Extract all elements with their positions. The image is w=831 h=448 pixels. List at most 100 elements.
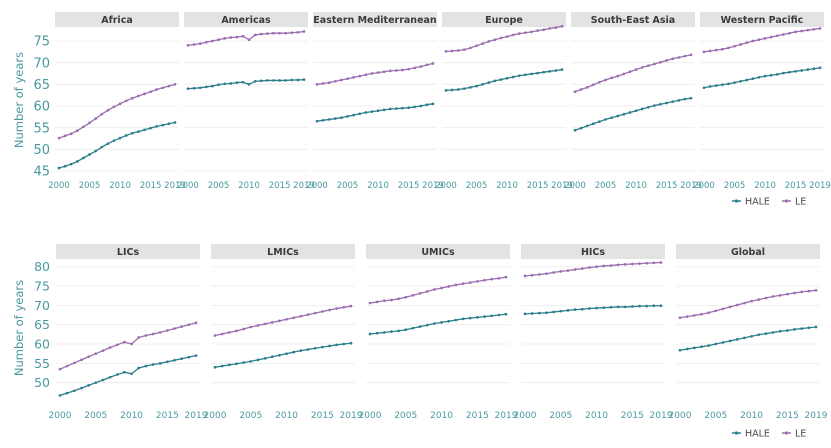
data-point-south-east-asia-le-2000: [573, 90, 577, 94]
x-tick-label-africa-2010: 2010: [109, 181, 131, 191]
data-point-americas-le-2019: [302, 30, 306, 33]
data-point-eastern-mediterranean-le-2008: [364, 73, 368, 77]
data-point-europe-hale-2010: [505, 76, 509, 80]
data-point-africa-le-2016: [155, 88, 159, 91]
data-point-americas-hale-2016: [284, 79, 288, 82]
data-point-lics-le-2001: [65, 364, 69, 368]
data-point-lmics-le-2001: [220, 332, 224, 336]
data-point-hics-hale-2019: [659, 304, 663, 308]
data-point-lics-le-2002: [72, 361, 76, 365]
data-point-umics-hale-2019: [504, 312, 508, 316]
data-point-umics-hale-2000: [368, 332, 372, 336]
data-point-africa-hale-2007: [100, 145, 104, 149]
data-point-europe-le-2012: [517, 32, 521, 35]
x-tick-label-americas-2000: 2000: [177, 181, 199, 191]
x-tick-label-western-pacific-2000: 2000: [693, 181, 715, 191]
data-point-eastern-mediterranean-le-2016: [413, 66, 417, 70]
series-line-lics-le: [59, 322, 197, 370]
x-tick-label-lmics-2005: 2005: [239, 411, 262, 421]
legend-le-label-top: LE: [795, 197, 806, 208]
x-tick-label-umics-2000: 2000: [359, 411, 382, 421]
data-point-lics-hale-2013: [151, 363, 155, 366]
data-point-europe-le-2006: [481, 42, 484, 45]
data-point-umics-le-2013: [461, 282, 465, 286]
x-tick-label-lics-2000: 2000: [49, 411, 72, 421]
data-point-western-pacific-le-2016: [800, 29, 804, 33]
data-point-lics-hale-2003: [80, 386, 83, 390]
data-point-south-east-asia-le-2011: [640, 66, 644, 69]
data-point-americas-hale-2017: [290, 78, 294, 82]
data-point-global-le-2009: [743, 301, 746, 305]
data-point-lics-hale-2000: [58, 394, 62, 397]
data-point-europe-hale-2017: [548, 69, 552, 73]
legend-hale-label-bottom: HALE: [745, 429, 770, 440]
data-point-south-east-asia-le-2013: [653, 62, 656, 66]
y-tick-label-row1-55: 55: [33, 121, 50, 136]
data-point-global-hale-2017: [800, 327, 804, 330]
data-point-lics-hale-2004: [87, 384, 90, 387]
data-point-americas-hale-2018: [296, 78, 300, 82]
data-point-eastern-mediterranean-le-2013: [395, 69, 398, 72]
gridlines-layer: [55, 40, 824, 384]
data-point-south-east-asia-le-2005: [604, 78, 607, 82]
data-point-americas-le-2016: [284, 31, 288, 35]
data-point-lmics-hale-2004: [242, 361, 245, 364]
data-point-americas-hale-2005: [217, 83, 220, 87]
data-point-americas-hale-2015: [278, 79, 281, 82]
data-point-lmics-le-2012: [299, 314, 303, 318]
data-point-global-hale-2000: [678, 348, 682, 352]
data-point-lmics-le-2002: [227, 331, 231, 334]
x-tick-label-lmics-2010: 2010: [275, 411, 298, 421]
panel-title-band-lmics: [211, 244, 355, 259]
data-point-africa-hale-2002: [69, 162, 73, 166]
data-point-europe-le-2002: [456, 49, 460, 52]
data-point-europe-le-2004: [469, 46, 472, 50]
data-point-africa-le-2019: [173, 82, 177, 86]
data-point-global-le-2015: [786, 292, 789, 296]
x-tick-label-global-2005: 2005: [704, 411, 727, 421]
legend-hale-label-top: HALE: [745, 197, 770, 208]
data-point-americas-hale-2002: [198, 86, 202, 90]
data-point-western-pacific-le-2005: [733, 44, 736, 48]
data-point-hics-hale-2003: [545, 311, 548, 315]
data-point-western-pacific-le-2004: [727, 46, 730, 50]
y-tick-label-row2-50: 50: [34, 375, 50, 390]
data-point-americas-hale-2006: [223, 82, 226, 86]
data-point-lmics-hale-2007: [263, 356, 267, 360]
y-tick-label-row2-80: 80: [34, 259, 50, 274]
data-point-lmics-hale-2016: [328, 344, 331, 348]
data-point-global-le-2008: [735, 303, 739, 307]
data-point-lics-le-2014: [158, 331, 162, 334]
data-point-eastern-mediterranean-le-2019: [431, 62, 435, 65]
data-point-americas-le-2008: [235, 35, 239, 39]
x-tick-label-umics-2019: 2019: [495, 411, 518, 421]
y-axis-title-bottom: Number of years: [12, 280, 26, 376]
x-tick-label-hics-2000: 2000: [514, 411, 537, 421]
panel-title-europe: Europe: [485, 15, 523, 26]
panel-title-band-south-east-asia: [571, 12, 695, 27]
data-point-americas-hale-2011: [253, 79, 257, 83]
data-point-hics-hale-2007: [573, 308, 577, 311]
panel-title-africa: Africa: [101, 15, 132, 26]
data-point-eastern-mediterranean-le-2000: [315, 82, 319, 86]
y-tick-label-row2-65: 65: [34, 317, 50, 332]
panel-title-global: Global: [731, 247, 765, 258]
panel-title-western-pacific: Western Pacific: [721, 15, 804, 26]
data-point-western-pacific-hale-2013: [782, 71, 785, 75]
data-point-europe-hale-2011: [511, 75, 515, 79]
panel-title-band-global: [676, 244, 820, 259]
data-point-western-pacific-le-2019: [818, 27, 822, 30]
data-point-lmics-le-2016: [328, 308, 331, 312]
data-point-lics-hale-2002: [72, 389, 76, 393]
data-point-lics-le-2008: [115, 343, 119, 347]
panel-title-band-africa: [55, 12, 179, 27]
data-point-eastern-mediterranean-le-2007: [358, 74, 362, 78]
x-tick-label-western-pacific-2019: 2019: [809, 181, 831, 191]
data-point-south-east-asia-hale-2001: [579, 126, 583, 130]
x-tick-label-umics-2005: 2005: [394, 411, 417, 421]
data-point-africa-hale-2014: [143, 128, 146, 132]
x-tick-label-europe-2010: 2010: [496, 181, 518, 191]
legend-bottom: HALE LE: [732, 429, 806, 440]
panel-title-umics: UMICs: [421, 247, 455, 258]
data-point-americas-hale-2019: [302, 78, 306, 81]
